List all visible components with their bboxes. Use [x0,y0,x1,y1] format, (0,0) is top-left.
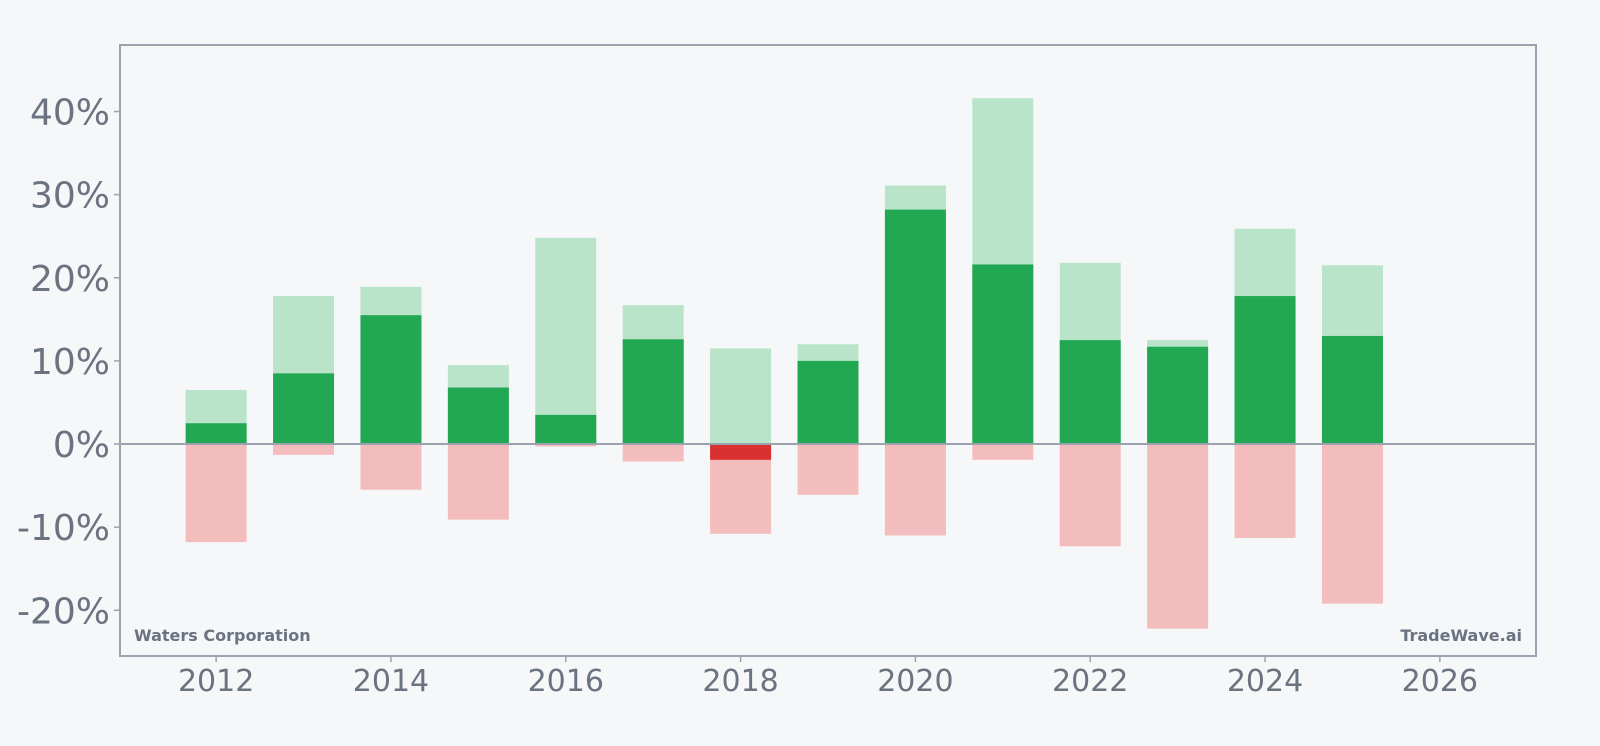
bar-low-2017 [622,444,684,462]
plot-frame [119,44,1537,657]
x-tick-label: 2014 [353,664,429,699]
x-tick-label: 2026 [1402,664,1478,699]
bar-return-2021 [972,264,1034,445]
bars-return-group [185,209,1383,460]
bar-return-2020 [884,209,946,445]
bar-return-2022 [1059,340,1121,445]
bar-high-2016 [535,237,597,445]
bar-low-2022 [1059,444,1121,547]
bar-return-2023 [1147,346,1209,445]
y-tick-label: -10% [17,508,110,549]
y-tick-label: -20% [17,591,110,632]
bar-return-2016 [535,414,597,445]
bar-low-2023 [1147,444,1209,629]
bar-low-2014 [360,444,422,490]
y-tick-label: 20% [30,259,110,300]
x-tick-label: 2012 [178,664,254,699]
bar-return-2025 [1321,335,1383,445]
bar-low-2013 [273,444,335,455]
bar-return-2012 [185,423,247,445]
bar-low-2015 [447,444,509,520]
bar-low-2012 [185,444,247,543]
bar-low-2020 [884,444,946,536]
x-tick-label: 2020 [877,664,953,699]
x-tick-label: 2022 [1052,664,1128,699]
bars-low-group [185,444,1383,629]
bar-return-2017 [622,339,684,445]
x-axis: 2012 2014 2016 2018 2020 2022 2024 2026 [178,656,1478,699]
bar-high-2018 [710,348,772,445]
bar-return-2024 [1234,296,1296,445]
bar-return-2013 [273,373,335,445]
y-tick-label: 10% [30,342,110,383]
x-tick-label: 2024 [1227,664,1303,699]
bar-low-2016 [535,444,597,447]
x-tick-label: 2016 [528,664,604,699]
bar-low-2025 [1321,444,1383,604]
y-axis: -20% -10% 0% 10% 20% 30% 40% [17,93,120,632]
watermark-right: TradeWave.ai [1400,626,1522,645]
y-tick-label: 40% [30,93,110,134]
y-tick-label: 30% [30,176,110,217]
y-tick-label: 0% [53,425,110,466]
x-tick-label: 2018 [702,664,778,699]
bar-low-2019 [797,444,859,495]
bar-return-2018 [710,444,772,460]
bar-return-2015 [447,387,509,445]
bar-return-2019 [797,360,859,445]
bar-low-2024 [1234,444,1296,538]
bar-low-2021 [972,444,1034,460]
bar-return-2014 [360,315,422,445]
watermark-left: Waters Corporation [134,626,311,645]
